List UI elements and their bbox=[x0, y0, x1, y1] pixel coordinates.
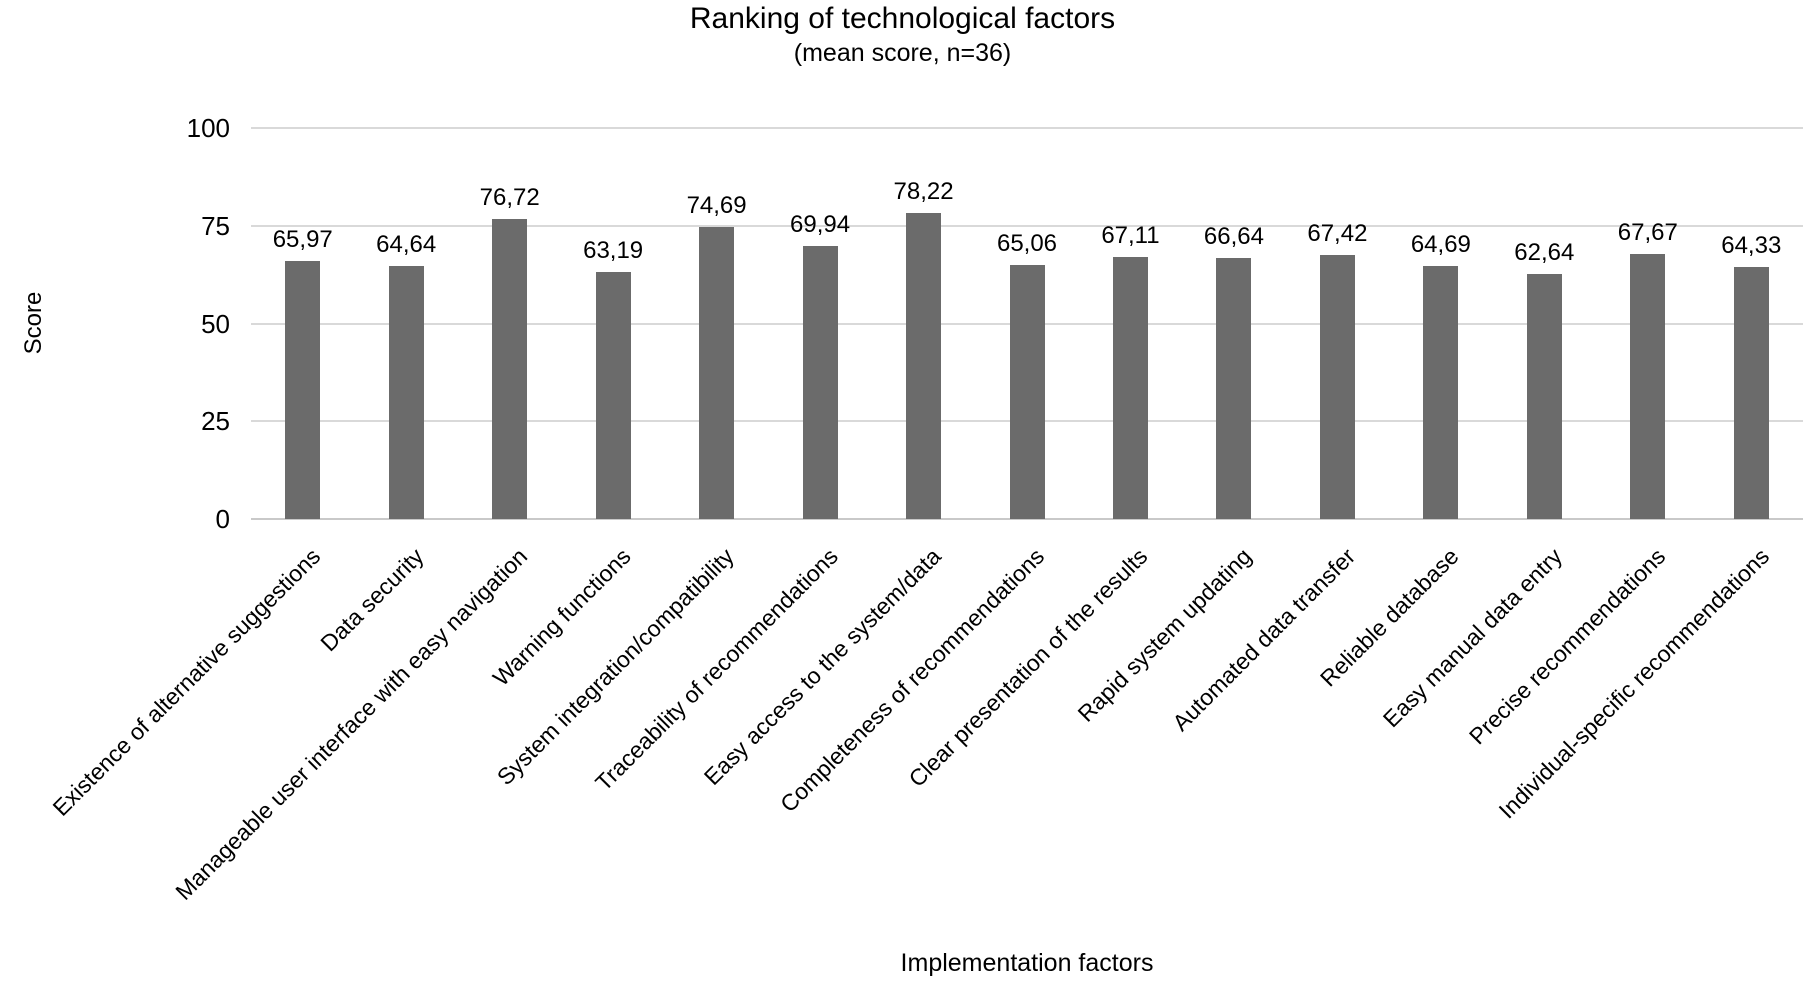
gridline bbox=[251, 127, 1803, 129]
bar bbox=[388, 266, 424, 519]
bar-value-label: 65,06 bbox=[996, 229, 1058, 257]
bar-value-label: 67,11 bbox=[1101, 221, 1160, 249]
chart-subtitle: (mean score, n=36) bbox=[793, 39, 1012, 67]
bar bbox=[1526, 274, 1562, 519]
bar-value-label: 66,64 bbox=[1203, 223, 1264, 251]
bar-value-label: 65,97 bbox=[272, 226, 333, 254]
bar bbox=[802, 245, 838, 519]
x-axis-title: Implementation factors bbox=[900, 949, 1154, 977]
bar-value-label: 64,69 bbox=[1410, 231, 1471, 259]
bar bbox=[1423, 266, 1459, 519]
x-category-label: Easy manual data entry bbox=[1377, 543, 1567, 733]
bar bbox=[906, 213, 942, 519]
y-tick-label: 0 bbox=[215, 504, 230, 534]
plot-area: 65,97 64,64 76,72 63,19 74,69 69,94 78,22 65,06… bbox=[251, 127, 1803, 520]
bar bbox=[699, 226, 735, 519]
bar-value-label: 64,64 bbox=[376, 231, 437, 259]
bar bbox=[1009, 264, 1045, 519]
bar bbox=[1319, 255, 1355, 519]
bar bbox=[595, 271, 631, 519]
gridline bbox=[251, 225, 1803, 227]
bar-value-label: 67,42 bbox=[1307, 220, 1368, 248]
bar-value-label: 67,67 bbox=[1617, 219, 1678, 247]
y-tick-label: 25 bbox=[201, 406, 230, 437]
bar bbox=[285, 261, 321, 519]
x-category-label: Manageable user interface with easy navi… bbox=[170, 543, 533, 905]
x-axis-line bbox=[251, 518, 1803, 520]
x-category-label: Rapid system updating bbox=[1072, 543, 1257, 727]
bar bbox=[1733, 267, 1769, 519]
bar bbox=[1112, 256, 1148, 519]
bar-value-label: 74,69 bbox=[686, 191, 747, 219]
bar bbox=[1630, 254, 1666, 519]
bar-value-label: 78,22 bbox=[893, 178, 954, 206]
bar bbox=[492, 219, 528, 519]
bar-value-label: 69,94 bbox=[790, 210, 851, 238]
bar-value-label: 64,33 bbox=[1721, 232, 1782, 260]
y-tick-label: 75 bbox=[201, 210, 230, 241]
bar-value-label: 62,64 bbox=[1514, 239, 1575, 267]
bar-value-label: 63,19 bbox=[583, 236, 644, 264]
x-category-label: Automated data transfer bbox=[1166, 543, 1360, 736]
y-tick-label: 100 bbox=[186, 113, 230, 143]
y-tick-label: 50 bbox=[201, 308, 230, 339]
bar-value-label: 76,72 bbox=[479, 184, 540, 212]
bar bbox=[1216, 258, 1252, 519]
x-category-label: Precise recommendations bbox=[1463, 543, 1671, 750]
chart-title: Ranking of technological factors bbox=[689, 2, 1116, 35]
x-category-label: Data security bbox=[315, 543, 429, 657]
